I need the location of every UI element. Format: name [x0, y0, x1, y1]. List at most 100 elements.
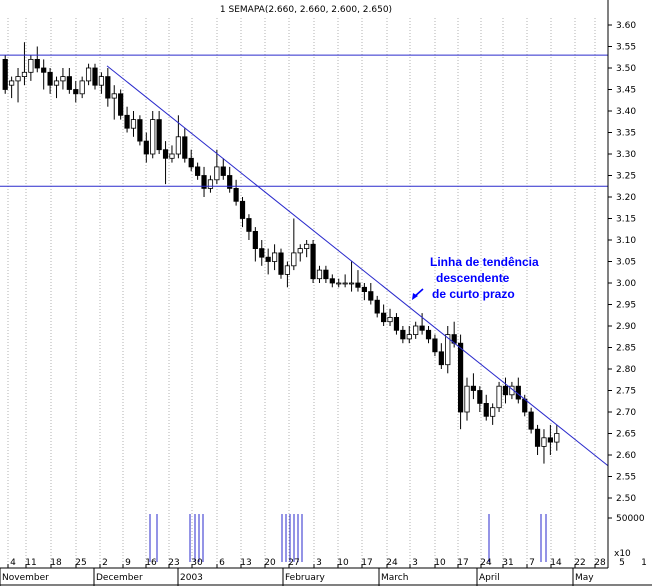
candle-body-up — [175, 136, 181, 155]
y-tick-label: 2.65 — [616, 430, 636, 440]
x-month-label: April — [479, 573, 500, 583]
y-tick-label: 3.10 — [616, 236, 636, 246]
y-tick-label: 3.15 — [616, 215, 636, 225]
candle-body-down — [92, 67, 98, 86]
y-tick-label: 3.60 — [616, 21, 636, 31]
y-tick-label: 3.25 — [616, 172, 636, 182]
candle-body-down — [2, 59, 8, 90]
y-tick-label: 3.55 — [616, 43, 636, 53]
y-tick-label: 2.80 — [616, 365, 636, 375]
y-tick-label: 3.30 — [616, 150, 636, 160]
x-day-label: 10 — [434, 558, 446, 568]
y-tick-label: 3.50 — [616, 64, 636, 74]
candle-body-down — [137, 119, 143, 142]
x-month-label: February — [285, 573, 326, 583]
candle-body-up — [150, 119, 156, 155]
candle-body-down — [425, 329, 432, 340]
candle-body-up — [297, 248, 303, 254]
candle-body-down — [470, 385, 477, 391]
x-month-label: March — [381, 573, 408, 583]
x-day-label: 3 — [412, 558, 418, 568]
x-day-label: 24 — [480, 558, 492, 568]
x-day-label: 16 — [145, 558, 157, 568]
x-day-label: 28 — [594, 558, 606, 568]
candle-body-down — [233, 187, 239, 202]
y-tick-label: 2.50 — [616, 494, 636, 504]
y-tick-label: 3.00 — [616, 279, 636, 289]
candle-body-up — [169, 153, 175, 159]
candle-body-down — [502, 385, 509, 396]
x-day-label: 31 — [502, 558, 513, 568]
candle-body-down — [323, 269, 329, 280]
x-day-label: 22 — [574, 558, 585, 568]
x-day-label: 3 — [316, 558, 322, 568]
x-month-label: November — [2, 573, 49, 583]
candle-body-down — [118, 93, 124, 116]
candle-body-down — [252, 230, 258, 249]
candle-body-up — [214, 166, 220, 181]
candle-body-down — [227, 175, 233, 189]
line-layer — [0, 54, 609, 467]
x-day-label: 14 — [550, 558, 562, 568]
candle-body-down — [483, 402, 489, 417]
candle-body-down — [457, 342, 464, 413]
candle-body-down — [393, 316, 400, 331]
candle-body-down — [310, 243, 316, 280]
candle-body-down — [361, 286, 367, 292]
x-day-label: 18 — [50, 558, 62, 568]
candle-body-down — [66, 76, 72, 90]
candle-body-down — [124, 114, 130, 129]
x-day-label: 1 — [641, 558, 647, 568]
x-day-label: 27 — [288, 558, 299, 568]
x-day-label: 17 — [457, 558, 468, 568]
candle-body-down — [534, 428, 541, 447]
candle-body-down — [329, 278, 335, 284]
candle-body-down — [355, 282, 361, 288]
candle-body-down — [265, 256, 271, 262]
x-day-label: 6 — [219, 558, 225, 568]
x-day-label: 20 — [264, 558, 276, 568]
y-tick-label: 2.55 — [616, 473, 636, 483]
candle-body-down — [156, 119, 162, 151]
x-day-label: 4 — [10, 558, 16, 568]
candle-body-down — [162, 149, 169, 159]
y-tick-label: 2.90 — [616, 322, 636, 332]
x-month-label: 2003 — [180, 573, 203, 583]
x-day-label: 9 — [125, 558, 131, 568]
candle-body-down — [374, 299, 380, 314]
x-day-label: 2 — [102, 558, 108, 568]
candle-body-up — [284, 265, 291, 275]
candle-body-down — [47, 71, 53, 86]
candle-body-down — [143, 140, 149, 155]
candle-body-down — [188, 157, 194, 168]
x-month-label: May — [575, 573, 594, 583]
candle-body-up — [316, 269, 323, 280]
x-day-label: 17 — [361, 558, 372, 568]
candle-body-down — [201, 175, 207, 189]
x-day-label: 11 — [25, 558, 36, 568]
y-tick-label: 2.75 — [616, 387, 636, 397]
candle-body-up — [53, 80, 60, 86]
candle-body-up — [387, 316, 393, 323]
x-day-label: 30 — [191, 558, 203, 568]
candle-body-down — [259, 248, 265, 258]
candle-body-down — [528, 411, 534, 430]
y-tick-label: 3.20 — [616, 193, 636, 203]
candle-body-down — [368, 291, 374, 301]
candle-body-up — [541, 437, 547, 447]
annotation-line-2: descendente — [436, 271, 510, 285]
candle-body-up — [60, 76, 66, 82]
candle-body-down — [419, 325, 425, 331]
candle-body-up — [28, 59, 34, 73]
candle-body-down — [278, 252, 284, 275]
annotation-line-1: Linha de tendência — [430, 255, 539, 269]
candle-body-down — [73, 89, 79, 95]
annotation-arrow-icon — [412, 288, 424, 300]
x-day-label: 5 — [619, 558, 625, 568]
candle-body-up — [304, 243, 310, 250]
candle-body-up — [79, 80, 85, 95]
volume-unit-label: x10 — [614, 549, 631, 559]
